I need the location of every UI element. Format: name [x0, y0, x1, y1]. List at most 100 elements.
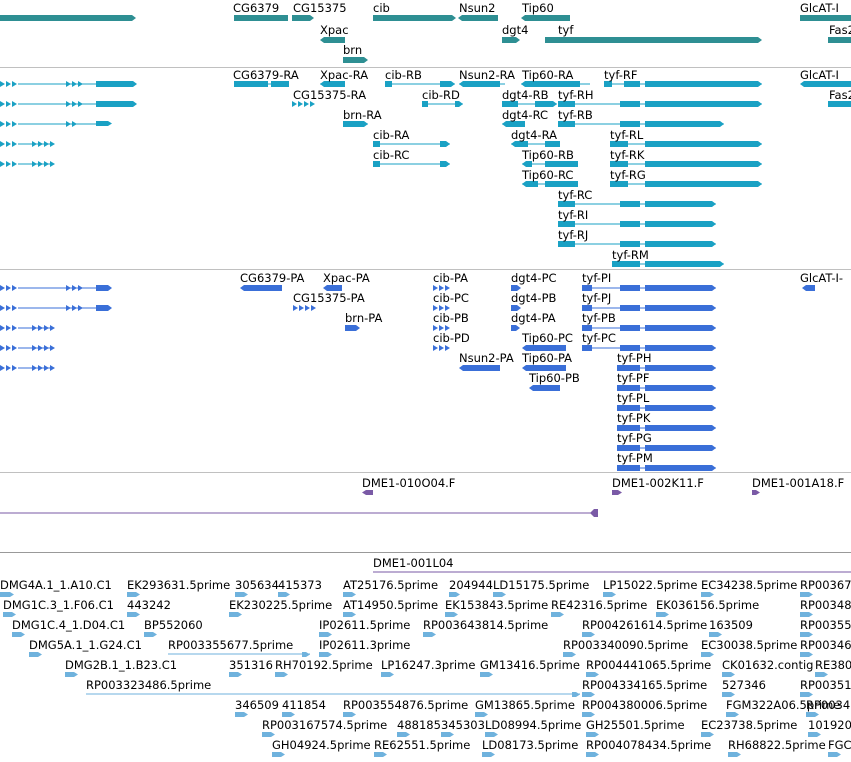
est-label[interactable]: 488185	[397, 718, 441, 732]
protein-glyph[interactable]	[433, 305, 438, 311]
protein-glyph[interactable]	[529, 385, 560, 391]
protein-glyph-exon[interactable]	[582, 325, 592, 331]
protein-glyph[interactable]	[12, 285, 17, 291]
est-label[interactable]: RP003643814.5prime	[423, 618, 549, 632]
clone-label[interactable]: DME1-001L04	[373, 556, 454, 570]
gene-label[interactable]: Xpac	[320, 23, 349, 37]
est-glyph[interactable]	[441, 732, 454, 737]
transcript-glyph[interactable]	[72, 81, 77, 87]
transcript-label[interactable]: Nsun2-RA	[459, 68, 516, 82]
protein-glyph[interactable]	[345, 325, 360, 331]
protein-glyph[interactable]	[511, 305, 521, 311]
protein-glyph[interactable]	[12, 305, 17, 311]
transcript-glyph-exon[interactable]	[645, 81, 762, 87]
transcript-label[interactable]: tyf-RL	[610, 128, 644, 142]
protein-glyph[interactable]	[522, 365, 566, 371]
est-label[interactable]: EK036156.5prime	[656, 598, 760, 612]
protein-glyph[interactable]	[0, 325, 5, 331]
transcript-glyph-exon[interactable]	[610, 141, 628, 147]
est-glyph[interactable]	[275, 672, 288, 677]
protein-glyph[interactable]	[38, 365, 43, 371]
transcript-glyph-exon[interactable]	[511, 141, 528, 147]
transcript-glyph-exon[interactable]	[459, 81, 500, 87]
transcript-label[interactable]: tyf-RJ	[558, 228, 589, 242]
est-glyph[interactable]	[302, 652, 310, 657]
protein-glyph[interactable]	[439, 325, 444, 331]
est-glyph[interactable]	[586, 752, 599, 757]
transcript-glyph[interactable]	[32, 141, 37, 147]
transcript-glyph-exon[interactable]	[645, 121, 724, 127]
est-glyph[interactable]	[278, 592, 290, 597]
transcript-glyph-exon[interactable]	[385, 81, 392, 87]
transcript-label[interactable]: tyf-RK	[610, 148, 645, 162]
est-glyph[interactable]	[65, 672, 78, 677]
est-glyph[interactable]	[12, 632, 25, 637]
transcript-label[interactable]: tyf-RB	[558, 108, 593, 122]
gene-label[interactable]: Fas2	[829, 23, 851, 37]
transcript-glyph-exon[interactable]	[612, 261, 640, 267]
gene-glyph[interactable]	[502, 37, 520, 43]
protein-glyph[interactable]	[522, 345, 566, 351]
protein-glyph[interactable]	[439, 285, 444, 291]
protein-glyph[interactable]	[38, 325, 43, 331]
protein-label[interactable]: tyf-PB	[582, 311, 616, 325]
est-label[interactable]: RP003355677.5prime	[168, 638, 294, 652]
transcript-glyph[interactable]	[0, 141, 5, 147]
est-glyph[interactable]	[582, 712, 595, 717]
transcript-glyph-exon[interactable]	[502, 101, 518, 107]
est-label[interactable]: EK153843.5prime	[445, 598, 549, 612]
est-glyph[interactable]	[262, 732, 275, 737]
est-label[interactable]: DMG4A.1_1.A10.C1	[0, 578, 112, 592]
transcript-label[interactable]: tyf-RG	[610, 168, 646, 182]
protein-label[interactable]: cib-PC	[433, 291, 469, 305]
est-label[interactable]: GM13416.5prime	[480, 658, 580, 672]
transcript-glyph[interactable]	[72, 101, 77, 107]
protein-label[interactable]: tyf-PC	[582, 331, 616, 345]
protein-glyph[interactable]	[445, 305, 450, 311]
transcript-label[interactable]: GlcAT-I	[800, 68, 839, 82]
est-label[interactable]: 443242	[127, 598, 171, 612]
gene-label[interactable]: GlcAT-I	[800, 1, 839, 15]
est-label[interactable]: 305634	[235, 578, 279, 592]
transcript-label[interactable]: brn-RA	[343, 108, 382, 122]
est-label[interactable]: LP15022.5prime	[603, 578, 698, 592]
est-glyph[interactable]	[551, 612, 564, 617]
protein-glyph-exon[interactable]	[645, 285, 716, 291]
transcript-glyph-exon[interactable]	[440, 141, 450, 147]
transcript-glyph-exon[interactable]	[522, 181, 538, 187]
est-label[interactable]: 101920	[808, 718, 851, 732]
transcript-glyph[interactable]	[38, 161, 43, 167]
est-glyph[interactable]	[800, 592, 813, 597]
protein-glyph[interactable]	[66, 285, 71, 291]
est-glyph[interactable]	[586, 672, 599, 677]
transcript-glyph-exon[interactable]	[440, 161, 450, 167]
transcript-glyph-exon[interactable]	[645, 161, 762, 167]
transcript-label[interactable]: Tip60-RA	[522, 68, 574, 82]
est-label[interactable]: AT25176.5prime	[343, 578, 439, 592]
est-label[interactable]: 345303	[441, 718, 485, 732]
est-glyph[interactable]	[449, 592, 460, 597]
est-label[interactable]: FGM322A06.5prime	[726, 698, 841, 712]
est-label[interactable]: RE62551.5prime	[374, 738, 471, 752]
transcript-glyph-exon[interactable]	[343, 121, 368, 127]
protein-glyph[interactable]	[433, 285, 438, 291]
gene-label[interactable]: cib	[373, 1, 390, 15]
protein-glyph-exon[interactable]	[645, 445, 716, 451]
transcript-glyph-exon[interactable]	[558, 221, 575, 227]
transcript-glyph[interactable]	[96, 101, 137, 107]
protein-glyph[interactable]	[240, 285, 282, 291]
est-glyph[interactable]	[343, 612, 356, 617]
est-glyph[interactable]	[475, 712, 488, 717]
est-glyph[interactable]	[800, 632, 813, 637]
est-label[interactable]: 346509	[235, 698, 279, 712]
transcript-label[interactable]: Xpac-RA	[320, 68, 369, 82]
protein-glyph-exon[interactable]	[617, 425, 640, 431]
est-glyph[interactable]	[127, 592, 140, 597]
est-label[interactable]: 163509	[709, 618, 753, 632]
est-label[interactable]: RP004261614.5prime	[582, 618, 708, 632]
protein-glyph[interactable]	[433, 345, 438, 351]
protein-label[interactable]: cib-PA	[433, 271, 469, 285]
est-glyph[interactable]	[482, 752, 495, 757]
transcript-glyph[interactable]	[12, 141, 17, 147]
protein-glyph[interactable]	[511, 285, 521, 291]
